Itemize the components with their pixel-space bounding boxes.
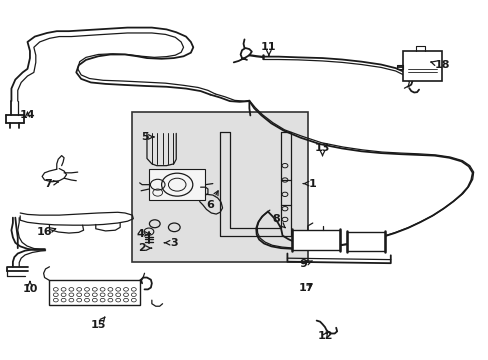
- Text: 4: 4: [137, 229, 150, 239]
- Bar: [49, 280, 140, 305]
- Text: 16: 16: [37, 227, 56, 237]
- Text: 9: 9: [299, 259, 312, 269]
- Text: 7: 7: [44, 179, 58, 189]
- Text: 10: 10: [22, 282, 38, 294]
- Text: 12: 12: [317, 331, 332, 341]
- Text: 14: 14: [20, 111, 35, 121]
- Text: 11: 11: [261, 42, 276, 55]
- Bar: [346, 232, 384, 251]
- Text: 3: 3: [164, 238, 177, 248]
- Text: 18: 18: [430, 60, 449, 70]
- Bar: [132, 112, 307, 262]
- Text: 17: 17: [299, 283, 314, 293]
- Text: 8: 8: [272, 215, 285, 228]
- Text: 2: 2: [138, 243, 151, 253]
- Text: 15: 15: [90, 317, 106, 330]
- Text: 6: 6: [206, 191, 218, 210]
- Bar: [402, 51, 441, 81]
- Bar: [149, 169, 205, 200]
- Text: 13: 13: [314, 143, 329, 156]
- Text: 5: 5: [141, 132, 154, 142]
- Text: 1: 1: [303, 179, 316, 189]
- Bar: [292, 230, 339, 250]
